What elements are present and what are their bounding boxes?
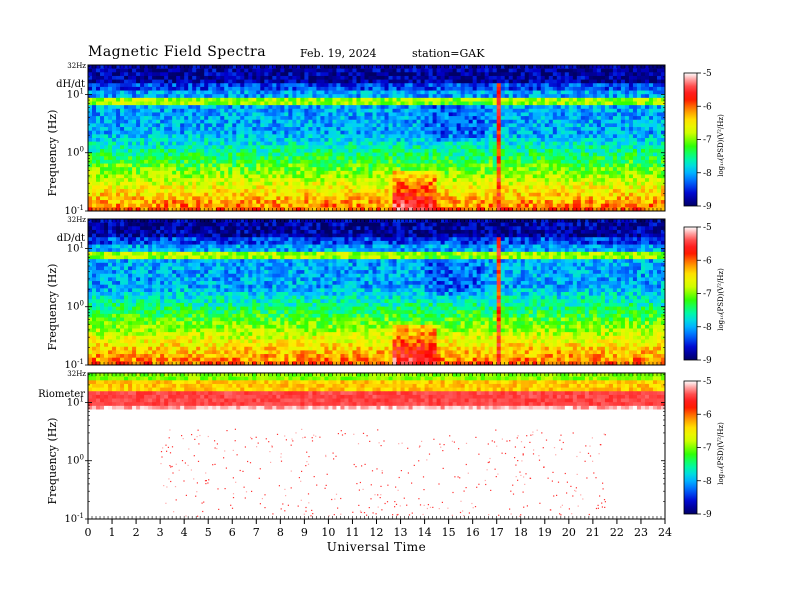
colorbar-tick-label: -6 [703, 256, 712, 266]
y-tick-label: 101 [67, 87, 84, 100]
station-label: station=GAK [412, 47, 485, 60]
colorbar-tick-label: -9 [703, 356, 712, 366]
x-tick-label: 21 [586, 526, 600, 539]
x-tick-label: 1 [109, 526, 116, 539]
chart-title: Magnetic Field Spectra [88, 44, 267, 60]
x-tick-label: 15 [442, 526, 456, 539]
colorbar-tick-label: -7 [703, 444, 712, 454]
colorbar-label: log₁₀(PSD)(V²/Hz) [717, 114, 725, 177]
x-tick-label: 14 [418, 526, 432, 539]
colorbar: -5 -6 -7 -8 -9 log₁₀(PSD)(V²/Hz) [683, 69, 725, 212]
panel-label: dD/dt [57, 233, 85, 244]
panel-label: Riometer [38, 389, 85, 400]
colorbar-tick-label: -8 [703, 323, 712, 333]
colorbar-tick-label: -7 [703, 136, 712, 146]
colorbar-tick-label: -9 [703, 202, 712, 212]
y-axis-label: Frequency (Hz) [46, 418, 59, 505]
x-tick-label: 10 [321, 526, 335, 539]
colorbar-label: log₁₀(PSD)(V²/Hz) [717, 268, 725, 331]
y-axis-label: Frequency (Hz) [46, 264, 59, 351]
colorbar: -5 -6 -7 -8 -9 log₁₀(PSD)(V²/Hz) [683, 223, 725, 366]
x-tick-label: 3 [157, 526, 164, 539]
x-tick-label: 0 [85, 526, 92, 539]
x-tick-label: 6 [229, 526, 236, 539]
x-tick-label: 12 [370, 526, 384, 539]
x-tick-label: 16 [466, 526, 480, 539]
x-tick-label: 8 [277, 526, 284, 539]
y-tick-label: 10-1 [64, 512, 84, 525]
colorbar-tick-label: -8 [703, 169, 712, 179]
x-tick-label: 13 [394, 526, 408, 539]
x-tick-label: 11 [345, 526, 359, 539]
y-tick-label: 101 [67, 395, 84, 408]
x-tick-label: 4 [181, 526, 188, 539]
y-tick-label: 100 [67, 300, 84, 313]
top-frequency-label: 32Hz [67, 62, 86, 70]
x-tick-label: 22 [610, 526, 624, 539]
date-label: Feb. 19, 2024 [300, 47, 377, 60]
y-tick-label: 10-1 [64, 358, 84, 371]
top-frequency-label: 32Hz [67, 216, 86, 224]
x-tick-label: 2 [133, 526, 140, 539]
colorbar-label: log₁₀(PSD)(V²/Hz) [717, 422, 725, 485]
x-axis-label: Universal Time [327, 540, 427, 554]
x-tick-label: 24 [658, 526, 672, 539]
colorbar-tick-label: -6 [703, 410, 712, 420]
x-tick-label: 9 [301, 526, 308, 539]
y-tick-label: 100 [67, 146, 84, 159]
top-frequency-label: 32Hz [67, 370, 86, 378]
x-tick-label: 19 [538, 526, 552, 539]
x-tick-label: 18 [514, 526, 528, 539]
spectrogram-cells [88, 373, 666, 520]
x-tick-label: 17 [490, 526, 504, 539]
y-axis-label: Frequency (Hz) [46, 110, 59, 197]
x-tick-label: 5 [205, 526, 212, 539]
colorbar-tick-label: -7 [703, 290, 712, 300]
y-tick-label: 101 [67, 241, 84, 254]
panel-riometer: 101 100 10-1 32Hz Riometer Frequency (Hz) -5 -6… [38, 370, 725, 525]
x-tick-label: 7 [253, 526, 260, 539]
colorbar-tick-label: -5 [703, 69, 712, 79]
colorbar: -5 -6 -7 -8 -9 log₁₀(PSD)(V²/Hz) [683, 377, 725, 520]
x-tick-label: 20 [562, 526, 576, 539]
y-tick-label: 10-1 [64, 204, 84, 217]
spectrogram-cells [88, 65, 666, 212]
y-tick-label: 100 [67, 454, 84, 467]
colorbar-tick-label: -5 [703, 223, 712, 233]
colorbar-tick-label: -5 [703, 377, 712, 387]
spectrogram-cells [88, 219, 666, 366]
colorbar-tick-label: -6 [703, 102, 712, 112]
panel-label: dH/dt [56, 79, 85, 90]
colorbar-tick-label: -8 [703, 477, 712, 487]
colorbar-tick-label: -9 [703, 510, 712, 520]
x-tick-label: 23 [634, 526, 648, 539]
